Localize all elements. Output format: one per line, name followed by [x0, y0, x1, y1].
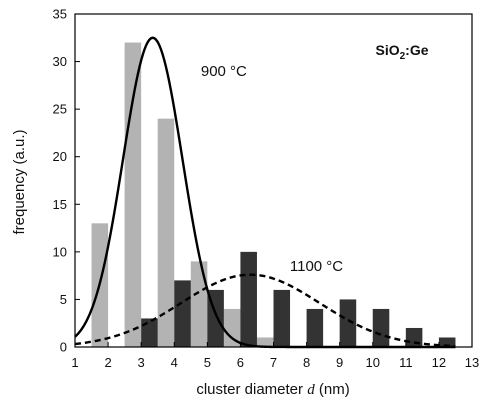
y-axis-title: frequency (a.u.): [11, 129, 28, 234]
sample-label-rest: :Ge: [405, 42, 429, 58]
sample-label: SiO2:Ge: [375, 42, 428, 62]
x-tick-label-5: 5: [204, 355, 211, 370]
bar-series2-d4_25: [174, 280, 191, 347]
y-tick-label-30: 30: [53, 54, 67, 69]
annotation-2: 1100 °C: [290, 258, 343, 275]
x-tick-label-4: 4: [171, 355, 178, 370]
x-tick-label-6: 6: [237, 355, 244, 370]
y-tick-label-5: 5: [60, 292, 67, 307]
x-tick-label-3: 3: [138, 355, 145, 370]
x-tick-label-13: 13: [465, 355, 479, 370]
y-tick-label-20: 20: [53, 149, 67, 164]
annotation-1: 900 °C: [201, 63, 247, 80]
bar-series1-d5_75: [223, 308, 241, 347]
x-axis-title: cluster diameter d (nm): [196, 381, 349, 398]
x-tick-label-11: 11: [399, 355, 413, 370]
x-tick-label-2: 2: [104, 355, 111, 370]
x-tick-label-8: 8: [303, 355, 310, 370]
bar-series2-d9_25: [339, 299, 357, 347]
bar-series1-d2_75: [124, 42, 142, 348]
bar-series1-d3_75: [157, 118, 175, 348]
bar-series2-d8_25: [306, 308, 324, 347]
bar-series2-d12_25: [438, 337, 456, 347]
bar-series1-d6_75: [256, 337, 274, 347]
y-tick-label-25: 25: [53, 102, 67, 117]
y-tick-label-0: 0: [60, 340, 67, 355]
x-tick-label-1: 1: [71, 355, 78, 370]
bar-series2-d11_25: [405, 327, 423, 347]
bar-series2-d6_25: [240, 251, 257, 347]
bar-series2-d7_25: [273, 289, 291, 347]
sample-label-subscript: 2: [400, 51, 406, 62]
x-tick-label-10: 10: [366, 355, 380, 370]
bar-series2-d3_25: [141, 318, 158, 347]
y-tick-label-10: 10: [53, 244, 67, 259]
bars-layer: [91, 42, 456, 348]
x-axis-title-post: (nm): [315, 381, 350, 398]
y-tick-label-15: 15: [53, 197, 67, 212]
x-axis-title-pre: cluster diameter: [196, 381, 307, 398]
y-tick-label-35: 35: [53, 7, 67, 22]
x-tick-label-7: 7: [270, 355, 277, 370]
annotations-layer: 900 °C 1100 °C: [201, 63, 343, 275]
x-tick-label-12: 12: [432, 355, 446, 370]
sample-label-main: SiO: [375, 42, 399, 58]
bar-series1-d4_75: [190, 261, 208, 347]
x-axis-title-italic: d: [307, 382, 315, 398]
bar-series2-d10_25: [372, 308, 390, 347]
fit-curve-2: [74, 273, 456, 348]
x-tick-label-9: 9: [336, 355, 343, 370]
